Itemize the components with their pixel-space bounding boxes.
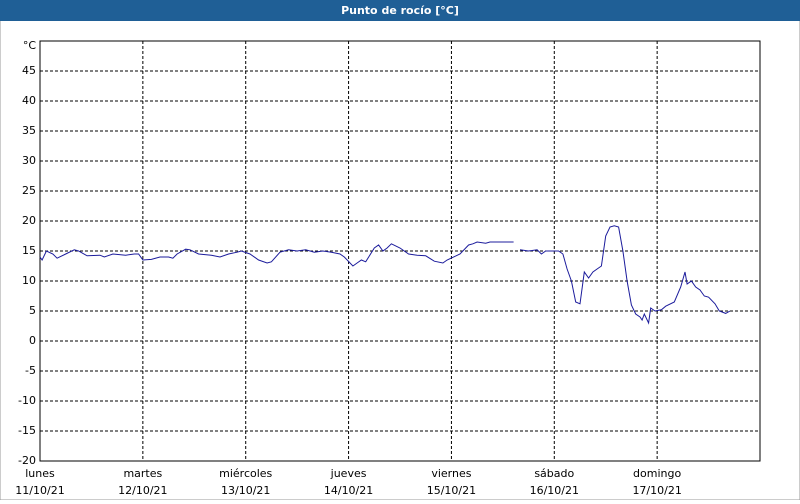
data-line [39,225,731,325]
x-tick-label: viernes [431,467,471,480]
title-bar [0,0,800,21]
x-tick-label: domingo [633,467,681,480]
y-tick-label: 45 [22,64,36,77]
chart-title: Punto de rocío [°C] [341,4,459,17]
x-tick-label: miércoles [219,467,272,480]
plot-border [39,40,761,462]
x-tick-label: jueves [330,467,367,480]
y-tick-label: 0 [29,334,36,347]
x-tick-date: 12/10/21 [118,484,167,497]
y-tick-label: -10 [18,394,36,407]
x-tick-label: lunes [25,467,55,480]
y-tick-label: 20 [22,214,36,227]
y-tick-label: -15 [18,424,36,437]
y-tick-label: 35 [22,124,36,137]
y-tick-label: 5 [29,304,36,317]
y-tick-label: 10 [22,274,36,287]
y-tick-label: 25 [22,184,36,197]
x-tick-date: 14/10/21 [324,484,373,497]
x-tick-date: 17/10/21 [632,484,681,497]
y-tick-label: 40 [22,94,36,107]
x-tick-date: 15/10/21 [427,484,476,497]
y-tick-label: -5 [25,364,36,377]
x-tick-label: martes [123,467,162,480]
unit-label: °C [23,39,37,52]
y-tick-label: 15 [22,244,36,257]
x-tick-label: sábado [534,467,574,480]
x-tick-date: 11/10/21 [15,484,64,497]
y-tick-label: 30 [22,154,36,167]
y-tick-label: -20 [18,454,36,467]
x-tick-date: 16/10/21 [530,484,579,497]
x-tick-date: 13/10/21 [221,484,270,497]
